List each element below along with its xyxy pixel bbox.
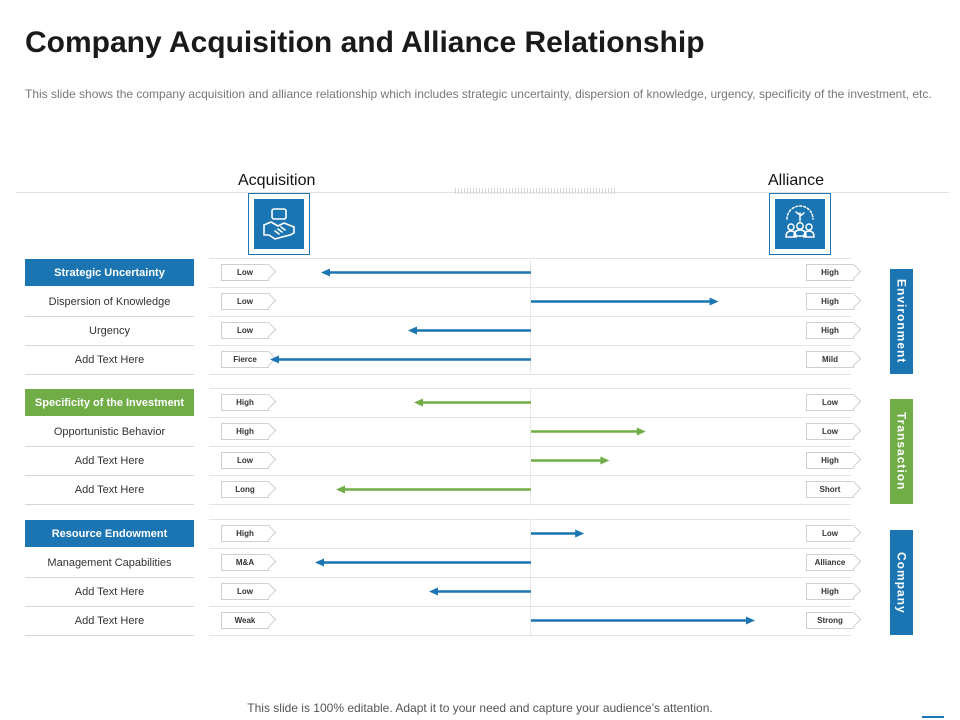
acquisition-value-tag: Low [221, 292, 277, 310]
row-label: Opportunistic Behavior [25, 418, 194, 447]
alliance-value-tag: Low [806, 422, 862, 440]
alliance-icon-box [769, 193, 831, 255]
page-title: Company Acquisition and Alliance Relatio… [25, 26, 705, 59]
acquisition-value-tag: Low [221, 263, 277, 281]
acquisition-value-tag: Fierce [221, 350, 277, 368]
row-label: Add Text Here [25, 447, 194, 476]
alliance-value-tag: Strong [806, 611, 862, 629]
header-divider-hatch [455, 188, 615, 194]
group-header-3: Resource Endowment [25, 520, 194, 547]
alliance-value-tag: High [806, 263, 862, 281]
alliance-value-tag: High [806, 321, 862, 339]
direction-arrow-head [600, 456, 610, 465]
footer-note: This slide is 100% editable. Adapt it to… [247, 701, 713, 715]
row-label: Add Text Here [25, 346, 194, 375]
corner-accent [922, 716, 944, 718]
row-label: Add Text Here [25, 607, 194, 636]
side-label-transaction: Transaction [890, 399, 913, 504]
row-label: Urgency [25, 317, 194, 346]
direction-arrow-head [270, 355, 279, 364]
direction-arrow-head [429, 587, 438, 596]
page-subtitle: This slide shows the company acquisition… [25, 87, 932, 101]
direction-arrow-head [315, 558, 324, 567]
side-label-company: Company [890, 530, 913, 635]
direction-arrow-head [336, 485, 345, 494]
alliance-heading: Alliance [768, 172, 825, 189]
acquisition-value-tag: M&A [221, 553, 277, 571]
direction-arrow-head [746, 616, 755, 625]
team-growth-icon [785, 205, 815, 238]
acquisition-value-tag: High [221, 422, 277, 440]
alliance-value-tag: High [806, 582, 862, 600]
direction-arrow-head [636, 427, 646, 436]
center-divider [530, 258, 531, 374]
grid-line [209, 374, 851, 375]
acquisition-heading: Acquisition [238, 172, 316, 189]
acquisition-value-tag: Weak [221, 611, 277, 629]
group-header-1: Strategic Uncertainty [25, 259, 194, 286]
direction-arrow-head [321, 268, 330, 277]
alliance-value-tag: Alliance [806, 553, 862, 571]
acquisition-value-tag: High [221, 393, 277, 411]
direction-arrow-head [575, 529, 585, 538]
direction-arrow-head [709, 297, 719, 306]
center-divider [530, 388, 531, 504]
acquisition-value-tag: Long [221, 480, 277, 498]
alliance-value-tag: Low [806, 393, 862, 411]
alliance-value-tag: High [806, 292, 862, 310]
group-header-2: Specificity of the Investment [25, 389, 194, 416]
direction-arrow-head [408, 326, 417, 335]
row-label: Add Text Here [25, 578, 194, 607]
alliance-value-tag: Mild [806, 350, 862, 368]
acquisition-value-tag: Low [221, 451, 277, 469]
row-label: Management Capabilities [25, 549, 194, 578]
acquisition-value-tag: High [221, 524, 277, 542]
row-label: Add Text Here [25, 476, 194, 505]
grid-line [209, 504, 851, 505]
acquisition-value-tag: Low [221, 321, 277, 339]
center-divider [530, 519, 531, 635]
alliance-value-tag: Low [806, 524, 862, 542]
alliance-value-tag: Short [806, 480, 862, 498]
acquisition-icon-box [248, 193, 310, 255]
grid-line [209, 635, 851, 636]
side-label-environment: Environment [890, 269, 913, 374]
acquisition-value-tag: Low [221, 582, 277, 600]
handshake-icon [263, 208, 295, 240]
row-label: Dispersion of Knowledge [25, 288, 194, 317]
direction-arrow-head [414, 398, 423, 407]
alliance-value-tag: High [806, 451, 862, 469]
